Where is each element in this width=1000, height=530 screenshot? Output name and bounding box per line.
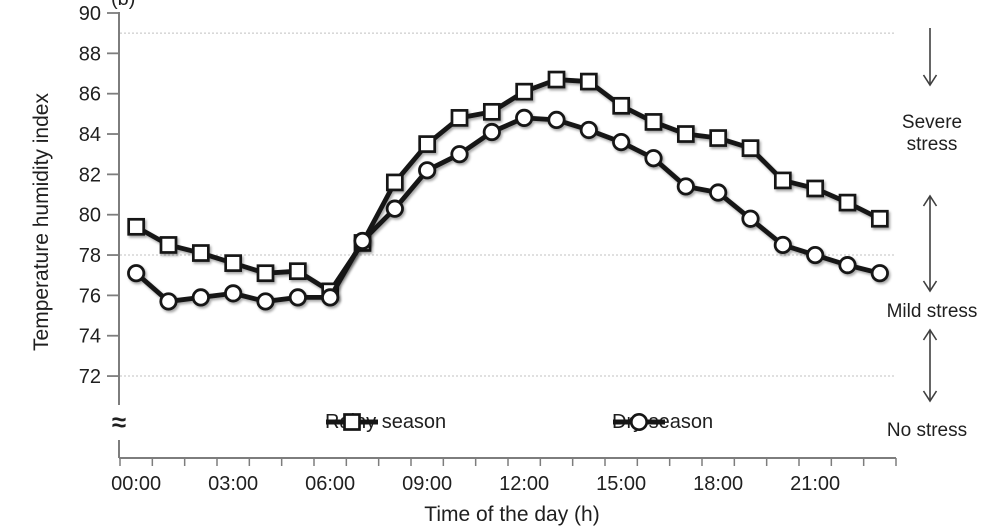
x-tick-label: 21:00 bbox=[790, 473, 840, 495]
annotation-mild-stress: Mild stress bbox=[886, 301, 978, 322]
x-tick-label: 15:00 bbox=[596, 473, 646, 495]
data-point-square bbox=[127, 217, 146, 236]
x-tick-label: 00:00 bbox=[111, 473, 161, 495]
data-point-circle bbox=[450, 145, 469, 164]
series-line bbox=[134, 115, 881, 304]
data-point-square bbox=[191, 244, 210, 262]
data-point-circle bbox=[741, 209, 760, 228]
data-point-square bbox=[644, 113, 663, 131]
data-point-square bbox=[676, 125, 695, 143]
data-point-circle bbox=[515, 108, 534, 127]
series-rainy-season bbox=[127, 70, 889, 301]
data-point-circle bbox=[806, 245, 825, 265]
data-point-circle bbox=[385, 199, 404, 218]
data-point-square bbox=[547, 70, 566, 89]
data-point-square bbox=[159, 236, 178, 254]
data-point-circle bbox=[482, 122, 501, 142]
x-tick-label: 09:00 bbox=[402, 473, 452, 495]
y-tick-label: 86 bbox=[79, 84, 101, 106]
data-point-circle bbox=[353, 231, 372, 251]
panel-label: (b) bbox=[111, 0, 135, 11]
data-point-circle bbox=[191, 288, 210, 307]
rainy-season-square-marker-icon bbox=[326, 413, 378, 431]
series-line bbox=[134, 77, 881, 294]
x-tick-label: 06:00 bbox=[305, 473, 355, 495]
data-point-circle bbox=[159, 292, 178, 311]
y-tick-label: 74 bbox=[79, 326, 101, 348]
data-point-circle bbox=[321, 288, 340, 307]
y-axis-title: Temperature humidity index bbox=[30, 93, 53, 351]
annotation-no-stress: No stress bbox=[886, 420, 968, 441]
data-point-square bbox=[741, 139, 760, 157]
data-point-circle bbox=[418, 161, 437, 180]
data-point-circle bbox=[870, 264, 889, 283]
severe-stress-arrow-icon bbox=[922, 28, 938, 87]
series-dry-season bbox=[127, 108, 889, 311]
data-point-square bbox=[224, 254, 243, 272]
data-point-square bbox=[256, 264, 275, 283]
data-point-square bbox=[450, 109, 469, 127]
data-point-square bbox=[515, 82, 534, 101]
data-point-square bbox=[806, 179, 825, 198]
data-point-circle bbox=[224, 284, 243, 303]
data-point-square bbox=[709, 129, 728, 147]
no-stress-arrow-icon bbox=[922, 328, 938, 403]
legend-item-dry-season: Dry season bbox=[612, 411, 713, 434]
x-tick-label: 03:00 bbox=[208, 473, 258, 495]
y-tick-label: 84 bbox=[79, 124, 101, 146]
data-point-square bbox=[288, 262, 307, 281]
data-point-square bbox=[418, 135, 437, 153]
y-tick-label: 90 bbox=[79, 3, 101, 25]
data-point-square bbox=[773, 171, 792, 190]
y-tick-label: 72 bbox=[79, 366, 101, 388]
mild-stress-arrow-icon bbox=[922, 194, 938, 293]
data-point-square bbox=[579, 72, 598, 91]
dry-season-circle-marker-icon bbox=[613, 412, 665, 432]
y-tick-label: 88 bbox=[79, 43, 101, 65]
data-point-circle bbox=[547, 110, 566, 130]
data-point-square bbox=[870, 209, 889, 228]
axis-break-symbol: ≈ bbox=[112, 407, 126, 437]
legend-item-rainy-season: Rainy season bbox=[325, 411, 446, 434]
data-point-circle bbox=[256, 292, 275, 311]
data-point-circle bbox=[676, 177, 695, 196]
data-point-circle bbox=[127, 264, 146, 283]
data-point-circle bbox=[288, 288, 307, 307]
y-tick-label: 82 bbox=[79, 164, 101, 186]
data-point-square bbox=[838, 193, 857, 212]
x-axis-title: Time of the day (h) bbox=[424, 503, 600, 526]
x-tick-label: 18:00 bbox=[693, 473, 743, 495]
data-point-square bbox=[482, 102, 501, 121]
data-point-circle bbox=[773, 235, 792, 255]
x-tick-label: 12:00 bbox=[499, 473, 549, 495]
data-point-circle bbox=[612, 132, 631, 152]
data-point-circle bbox=[644, 149, 663, 168]
data-point-circle bbox=[838, 256, 857, 275]
y-tick-label: 80 bbox=[79, 205, 101, 227]
y-tick-label: 76 bbox=[79, 285, 101, 307]
data-point-circle bbox=[579, 120, 598, 140]
data-point-circle bbox=[709, 183, 728, 202]
data-point-square bbox=[612, 96, 631, 115]
data-point-square bbox=[385, 173, 404, 192]
annotation-severe-stress: Severe stress bbox=[901, 112, 963, 155]
y-tick-label: 78 bbox=[79, 245, 101, 267]
